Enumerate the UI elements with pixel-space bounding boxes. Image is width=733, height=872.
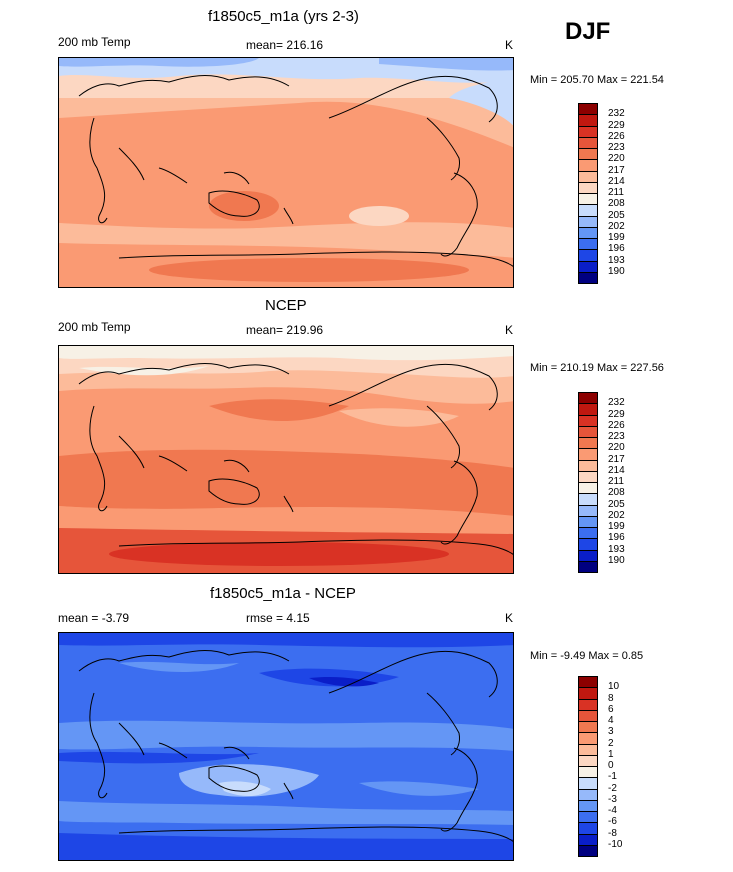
colorbar-label: 232: [608, 397, 625, 409]
panel-1-contour-field: [59, 58, 513, 287]
colorbar-label: -2: [608, 782, 617, 794]
colorbar-label: -10: [608, 838, 623, 850]
colorbar-label: 220: [608, 442, 625, 454]
colorbar-label: 214: [608, 175, 625, 187]
panel-2-contour-field: [59, 346, 513, 573]
colorbar-label: 8: [608, 692, 614, 704]
colorbar-label: 217: [608, 453, 625, 465]
colorbar-swatch: [578, 844, 598, 857]
colorbar-label: 223: [608, 431, 625, 442]
colorbar-label: -6: [608, 816, 617, 828]
panel-3-colorbar: 10 8 6 4 3 2 1 0 -1 -2 -3 -4 -6 -8 -10: [578, 676, 622, 857]
panel-1-colorbar: 232 229 226 223 220 217 214 211 208 205 202 199 196 1…: [578, 103, 625, 284]
colorbar-label: -8: [608, 827, 617, 839]
panel-2-map: [58, 345, 514, 574]
colorbar-label: 190: [608, 265, 625, 277]
colorbar-label: 217: [608, 164, 625, 176]
colorbar-swatch: [578, 271, 598, 284]
colorbar-label: 223: [608, 142, 625, 153]
colorbar-label: 1: [608, 748, 614, 760]
colorbar-label: 202: [608, 220, 625, 232]
colorbar-label: 2: [608, 737, 614, 749]
panel-1-minmax: Min = 205.70 Max = 221.54: [530, 74, 664, 86]
panel-1-title: f1850c5_m1a (yrs 2-3): [208, 8, 359, 25]
colorbar-label: 208: [608, 487, 625, 499]
colorbar-label: 208: [608, 198, 625, 210]
panel-1-map: [58, 57, 514, 288]
colorbar-label: 202: [608, 509, 625, 521]
panel-1-mean-label: mean= 216.16: [246, 38, 324, 52]
colorbar-swatch: [578, 560, 598, 573]
panel-2-colorbar: 232 229 226 223 220 217 214 211 208 205 202 199 196 1…: [578, 392, 625, 573]
panel-3-rmse-label: rmse = 4.15: [246, 611, 310, 625]
colorbar-label: 193: [608, 543, 625, 555]
colorbar-label: 232: [608, 108, 625, 120]
panel-3-minmax: Min = -9.49 Max = 0.85: [530, 650, 644, 662]
panel-2-units: K: [505, 323, 514, 337]
colorbar-label: 0: [608, 760, 614, 771]
colorbar-label: 205: [608, 209, 625, 221]
colorbar-label: -1: [608, 771, 617, 783]
season-label: DJF: [565, 18, 611, 45]
colorbar-label: 10: [608, 681, 620, 693]
colorbar-label: 211: [608, 187, 624, 198]
colorbar-label: 196: [608, 532, 625, 544]
colorbar-label: 229: [608, 408, 625, 420]
colorbar-label: 193: [608, 254, 625, 266]
colorbar-label: 211: [608, 476, 624, 487]
colorbar-label: 226: [608, 130, 625, 142]
panel-2-title: NCEP: [265, 297, 307, 314]
colorbar-label: 229: [608, 119, 625, 131]
colorbar-label: 226: [608, 419, 625, 431]
panel-2-variable-label: 200 mb Temp: [58, 320, 131, 334]
colorbar-label: 3: [608, 726, 614, 738]
panel-3-units: K: [505, 611, 514, 625]
panel-1-units: K: [505, 38, 514, 52]
panel-3-contour-field: [59, 633, 513, 860]
colorbar-label: 199: [608, 521, 625, 532]
colorbar-label: 214: [608, 464, 625, 476]
colorbar-label: 205: [608, 498, 625, 510]
colorbar-label: 199: [608, 232, 625, 243]
panel-2-minmax: Min = 210.19 Max = 227.56: [530, 362, 664, 374]
colorbar-label: 196: [608, 243, 625, 255]
panel-3-title: f1850c5_m1a - NCEP: [210, 585, 356, 602]
panel-1-variable-label: 200 mb Temp: [58, 35, 131, 49]
panel-3-map: [58, 632, 514, 861]
colorbar-label: 6: [608, 703, 614, 715]
colorbar-label: -3: [608, 793, 617, 805]
colorbar-label: 220: [608, 153, 625, 165]
panel-2-mean-label: mean= 219.96: [246, 323, 324, 337]
colorbar-label: 4: [608, 715, 614, 726]
colorbar-label: -4: [608, 805, 617, 816]
panel-3-mean-label: mean = -3.79: [58, 611, 130, 625]
colorbar-label: 190: [608, 554, 625, 566]
